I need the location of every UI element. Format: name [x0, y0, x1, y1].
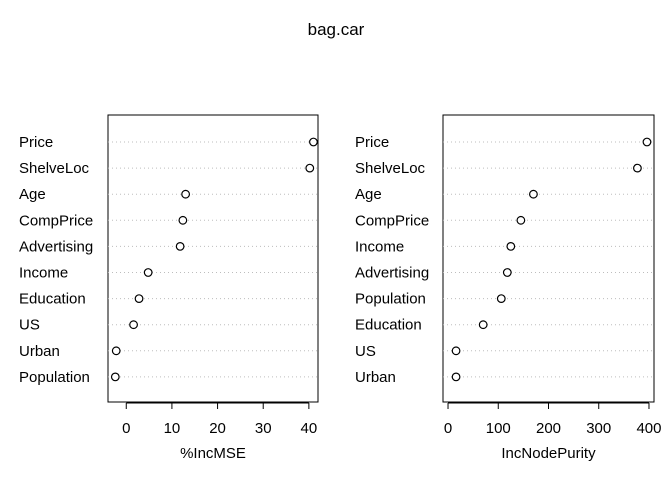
category-label: Population: [19, 369, 90, 386]
data-point: [143, 268, 153, 277]
x-tick-label: 20: [209, 420, 226, 437]
data-point: [451, 346, 461, 356]
data-point: [129, 320, 138, 330]
x-tick-label: 0: [122, 420, 130, 437]
category-label: Income: [19, 265, 68, 282]
panels: Price ShelveLoc Age CompPrice Advertising Inc…: [19, 114, 661, 462]
category-label: Age: [19, 186, 46, 203]
data-point: [175, 241, 185, 251]
dotchart-panel-2: Price ShelveLoc Age CompPrice Income Advertis…: [355, 114, 661, 462]
category-label: Urban: [355, 369, 396, 386]
data-point: [529, 189, 538, 199]
data-point: [451, 372, 461, 382]
category-label: Population: [355, 291, 426, 308]
plot-frame: [442, 114, 655, 403]
x-tick-label: 200: [536, 420, 561, 437]
plot-frame: [107, 114, 319, 403]
category-label: Urban: [19, 343, 60, 360]
main-title: bag.car: [308, 20, 365, 39]
category-label: Age: [355, 186, 382, 203]
x-axis-label: IncNodePurity: [501, 445, 596, 462]
x-tick-label: 10: [164, 420, 181, 437]
data-point: [496, 294, 506, 304]
data-point: [516, 215, 526, 225]
x-tick-label: 100: [486, 420, 511, 437]
data-point: [305, 163, 315, 173]
data-point: [506, 241, 516, 251]
x-tick-label: 40: [301, 420, 318, 437]
category-label: ShelveLoc: [19, 160, 90, 177]
category-label: ShelveLoc: [355, 160, 426, 177]
dotchart-panel-1: Price ShelveLoc Age CompPrice Advertising Inc…: [19, 114, 319, 462]
x-axis-label: %IncMSE: [180, 445, 246, 462]
data-point: [110, 372, 120, 382]
data-point: [178, 215, 188, 225]
category-label: US: [19, 317, 40, 334]
data-point: [134, 294, 144, 304]
x-tick-label: 300: [586, 420, 611, 437]
category-label: Income: [355, 238, 404, 255]
data-point: [502, 268, 512, 277]
category-label: Education: [355, 317, 422, 334]
category-label: Price: [19, 134, 53, 151]
data-point: [309, 137, 318, 147]
category-label: Advertising: [19, 238, 93, 255]
data-point: [478, 320, 488, 330]
category-label: Education: [19, 291, 86, 308]
category-label: CompPrice: [355, 212, 429, 229]
category-label: US: [355, 343, 376, 360]
x-tick-label: 30: [255, 420, 272, 437]
category-label: Price: [355, 134, 389, 151]
x-tick-label: 400: [636, 420, 661, 437]
x-tick-label: 0: [444, 420, 452, 437]
data-point: [642, 137, 652, 147]
data-point: [633, 163, 642, 173]
data-point: [181, 189, 191, 199]
data-point: [111, 346, 121, 356]
category-label: Advertising: [355, 265, 429, 282]
category-label: CompPrice: [19, 212, 93, 229]
